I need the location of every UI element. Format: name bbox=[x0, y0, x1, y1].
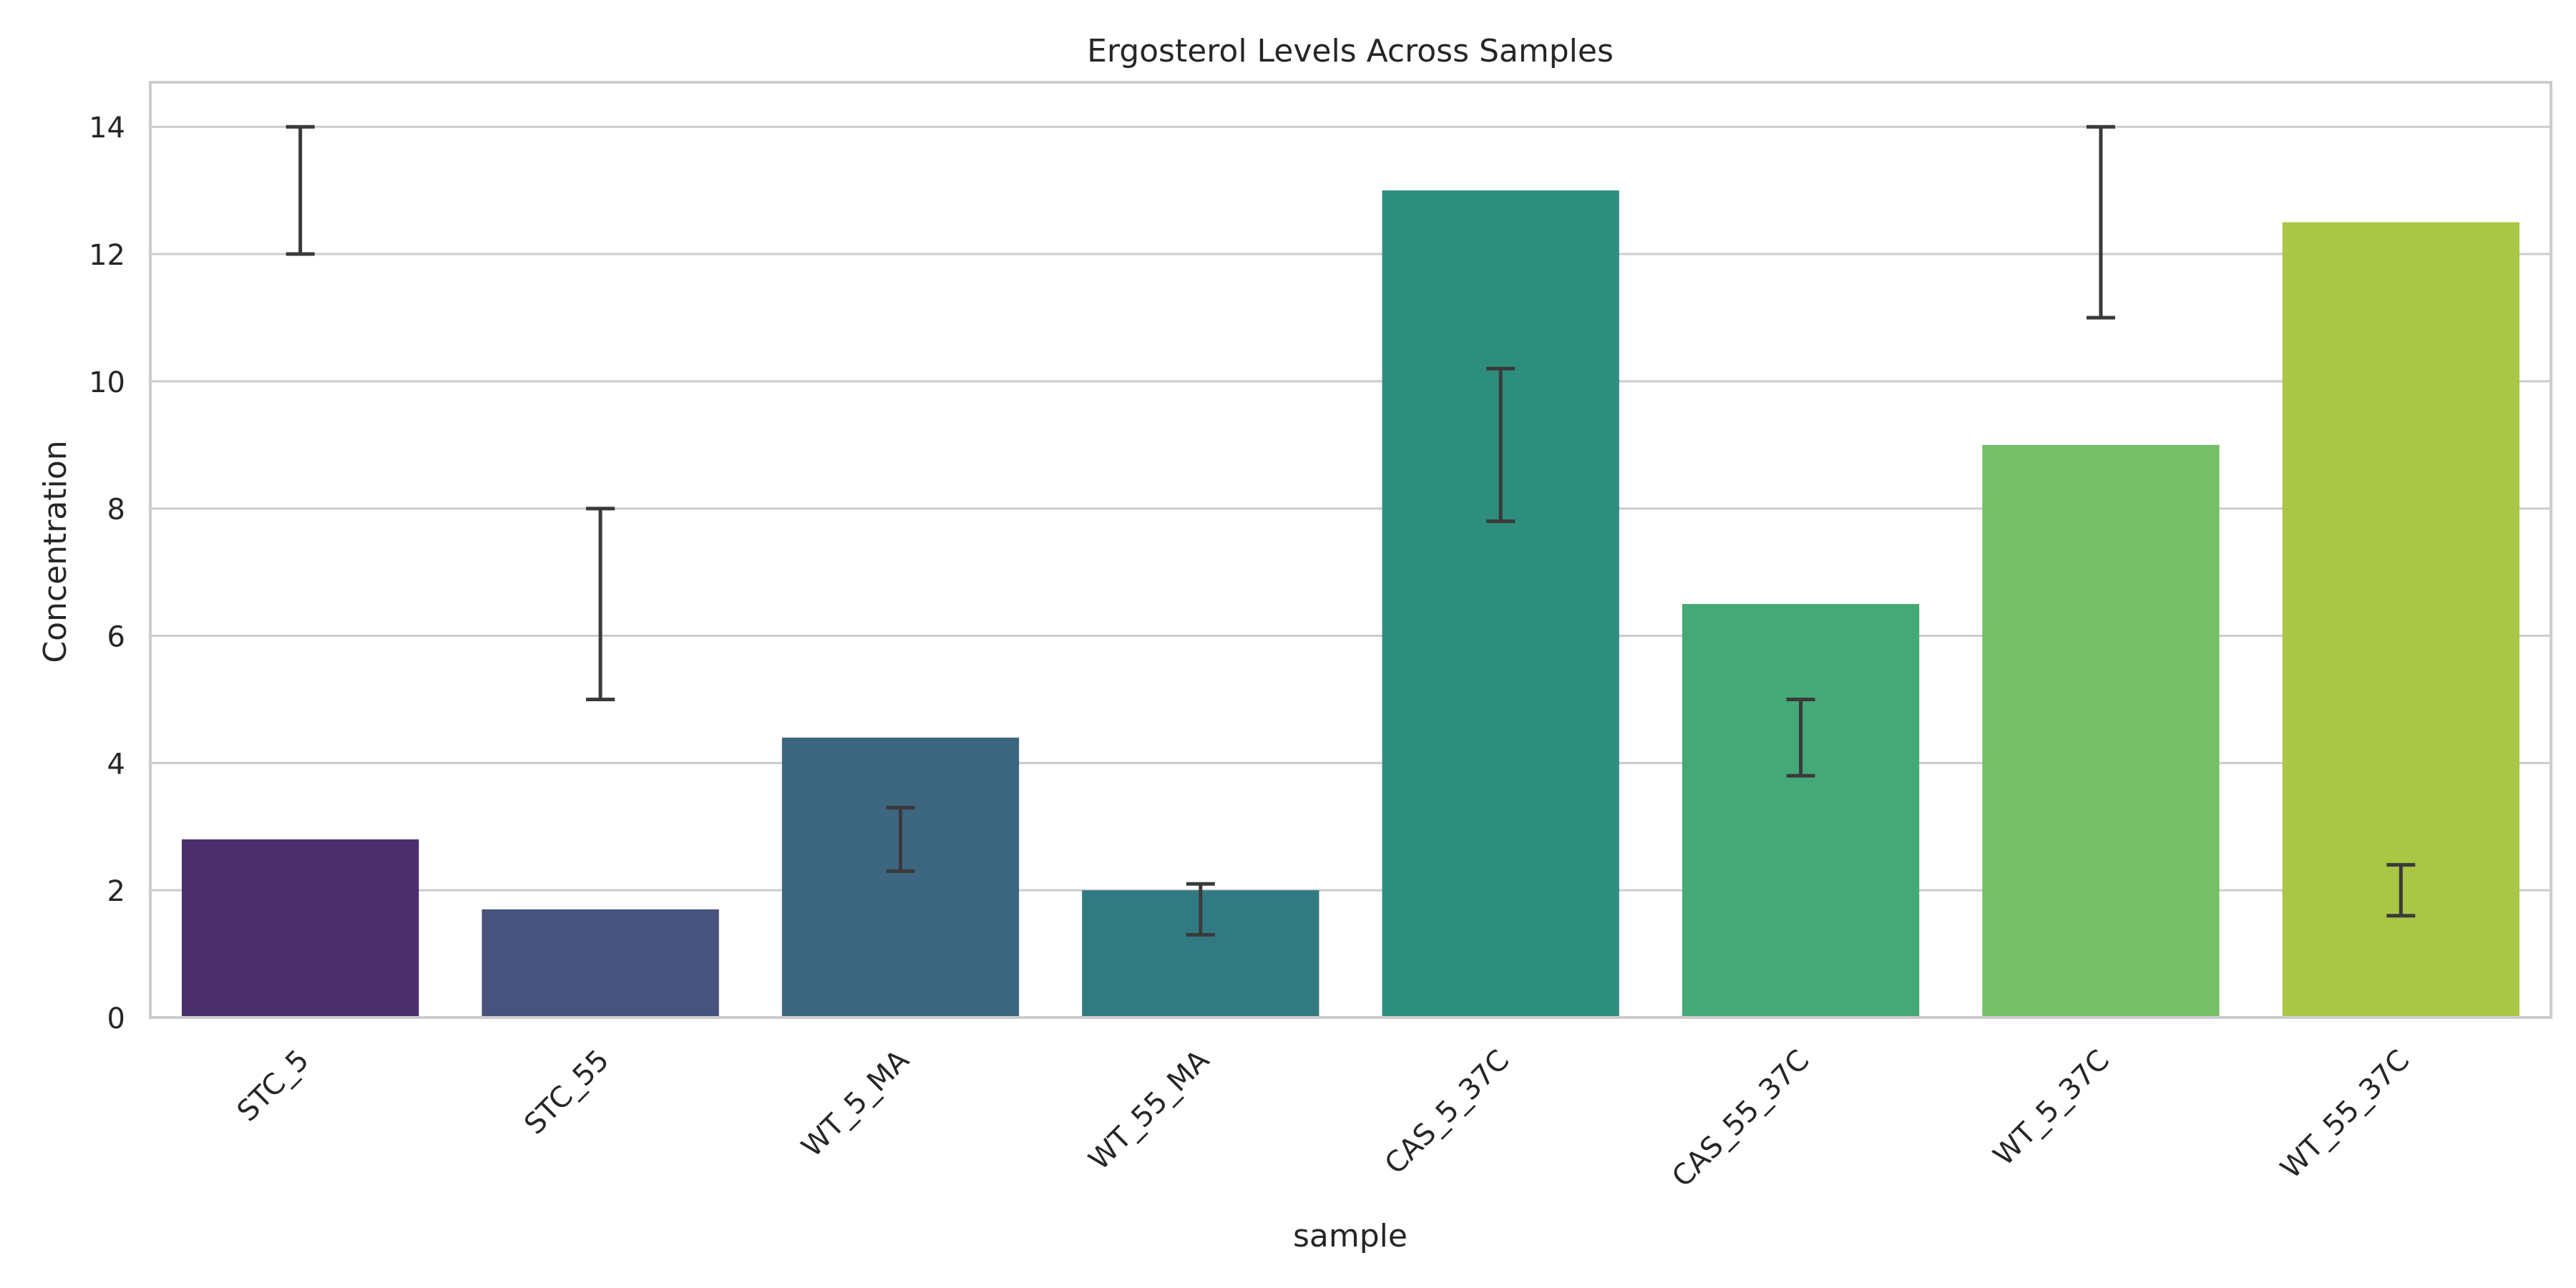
chart-title: Ergosterol Levels Across Samples bbox=[1087, 33, 1614, 69]
bar bbox=[1382, 190, 1619, 1018]
bar bbox=[1982, 444, 2220, 1018]
bar bbox=[1682, 604, 1920, 1018]
y-tick-label: 10 bbox=[89, 366, 125, 399]
bar bbox=[781, 737, 1020, 1018]
y-tick-label: 6 bbox=[107, 621, 125, 654]
y-tick-label: 12 bbox=[89, 239, 125, 272]
y-tick-label: 2 bbox=[107, 875, 125, 908]
x-axis-label: sample bbox=[1293, 1218, 1407, 1254]
error-bar bbox=[1786, 697, 1815, 778]
y-tick-label: 8 bbox=[107, 494, 125, 527]
y-tick-label: 0 bbox=[107, 1002, 125, 1035]
bar bbox=[482, 909, 719, 1018]
y-tick-label: 14 bbox=[89, 112, 125, 145]
error-bar bbox=[886, 806, 915, 874]
error-bar bbox=[1486, 366, 1516, 523]
bar bbox=[182, 839, 419, 1018]
error-bar bbox=[2386, 863, 2416, 918]
bars bbox=[182, 190, 2519, 1018]
error-bar bbox=[586, 507, 615, 701]
error-bar bbox=[1186, 882, 1215, 937]
y-tick-label: 4 bbox=[107, 748, 125, 781]
error-bar bbox=[2086, 125, 2115, 320]
plot-frame bbox=[149, 81, 2552, 1019]
error-bar bbox=[286, 125, 315, 256]
y-tick-labels: 0 2 4 6 8 10 12 14 bbox=[89, 112, 125, 1035]
y-axis-label: Concentration bbox=[37, 440, 74, 663]
error-bars bbox=[286, 125, 2416, 937]
